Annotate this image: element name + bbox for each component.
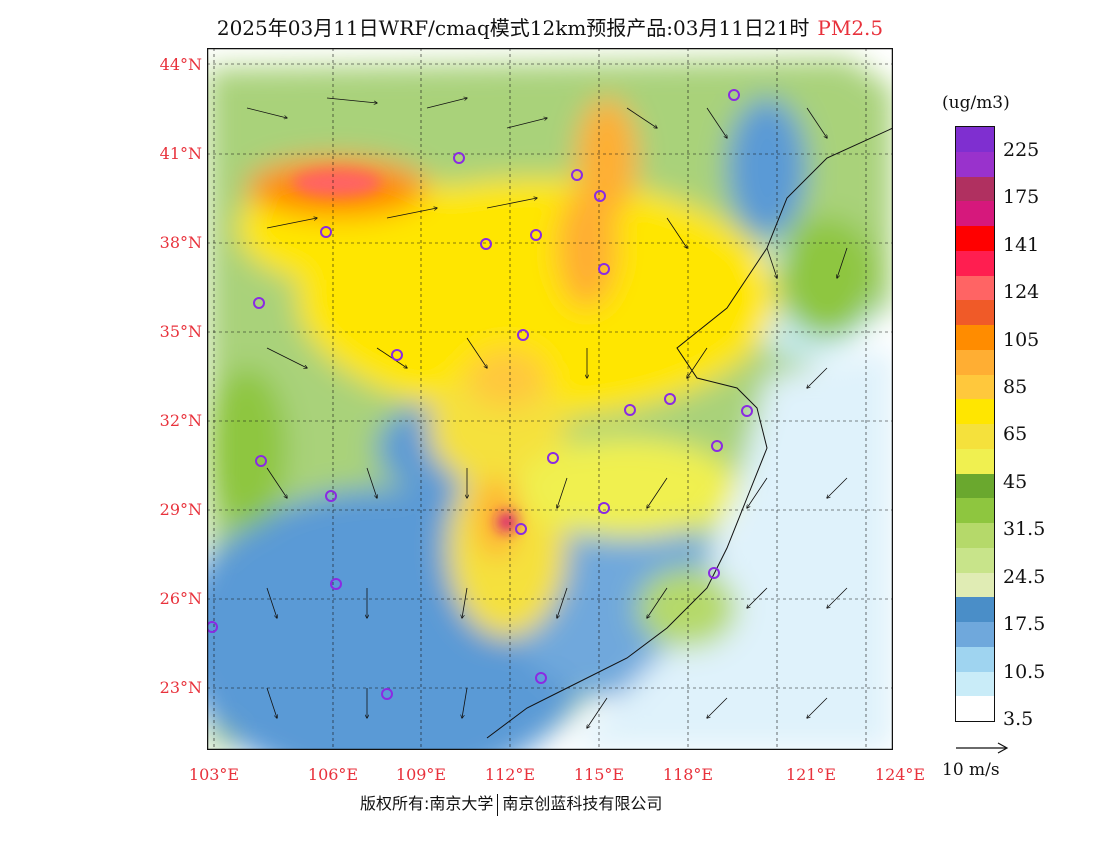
wind-reference-label: 10 m/s [942,760,1000,780]
colorbar-segment [956,572,994,598]
colorbar-label: 225 [1003,138,1040,161]
colorbar-label: 85 [1003,375,1028,398]
footer-divider [497,793,499,816]
lat-label-44: 44°N [159,55,202,74]
lon-label-112: 112°E [484,765,536,784]
colorbar-segment [956,696,994,721]
colorbar-label: 24.5 [1003,565,1046,588]
colorbar-label: 65 [1003,423,1028,446]
concentration-field [207,58,893,750]
lon-label-124: 124°E [874,765,926,784]
colorbar-label: 141 [1003,233,1040,256]
colorbar-segment [956,151,994,177]
lat-label-38: 38°N [159,233,202,252]
lon-label-106: 106°E [307,765,359,784]
lon-label-115: 115°E [573,765,625,784]
colorbar-segment [956,201,994,226]
colorbar-segment [956,671,994,697]
map-title: 2025年03月11日WRF/cmaq模式12km预报产品:03月11日21时 P… [0,12,1100,41]
colorbar-segment [956,374,994,400]
colorbar-segment [956,176,994,202]
colorbar-segment [956,300,994,325]
colorbar-label: 105 [1003,328,1040,351]
colorbar-segment [956,275,994,301]
colorbar-segment [956,424,994,449]
colorbar-label: 3.5 [1003,708,1034,730]
colorbar-label: 45 [1003,470,1028,493]
colorbar-segment [956,473,994,499]
colorbar-segment [956,547,994,573]
lon-label-103: 103°E [188,765,240,784]
colorbar-segment [956,250,994,276]
colorbar-segment [956,597,994,622]
colorbar-segment [956,127,994,152]
colorbar-label: 175 [1003,186,1040,209]
lon-label-121: 121°E [785,765,837,784]
copyright-right: 南京创蓝科技有限公司 [502,794,663,813]
hotspots [292,169,517,532]
wind-reference-arrow [956,742,1009,754]
title-main: 2025年03月11日WRF/cmaq模式12km预报产品:03月11日21时 [216,16,810,40]
pm25-map [207,48,893,750]
lat-label-26: 26°N [159,589,202,608]
colorbar-segment [956,646,994,672]
colorbar-segment [956,448,994,474]
colorbar-label: 124 [1003,281,1040,304]
colorbar-label: 17.5 [1003,613,1046,636]
copyright-left: 版权所有:南京大学 [360,794,494,813]
colorbar-segment [956,523,994,548]
lat-label-35: 35°N [159,322,202,341]
lat-label-29: 29°N [159,500,202,519]
lon-label-109: 109°E [395,765,447,784]
colorbar-label: 10.5 [1003,660,1046,683]
colorbar-segment [956,226,994,251]
lat-label-23: 23°N [159,678,202,697]
lat-label-41: 41°N [159,144,202,163]
colorbar [955,126,995,722]
lon-label-118: 118°E [662,765,714,784]
colorbar-segment [956,498,994,523]
lat-label-32: 32°N [159,411,202,430]
colorbar-unit: (ug/m3) [942,93,1010,113]
colorbar-label: 31.5 [1003,518,1046,541]
colorbar-segment [956,622,994,647]
colorbar-segment [956,399,994,424]
colorbar-segment [956,325,994,350]
species-label: PM2.5 [817,16,884,40]
copyright-footer: 版权所有:南京大学 南京创蓝科技有限公司 [360,790,662,816]
colorbar-segment [956,349,994,375]
wind-vectors [246,98,848,728]
graticule [207,48,893,750]
city-markers [207,89,753,700]
